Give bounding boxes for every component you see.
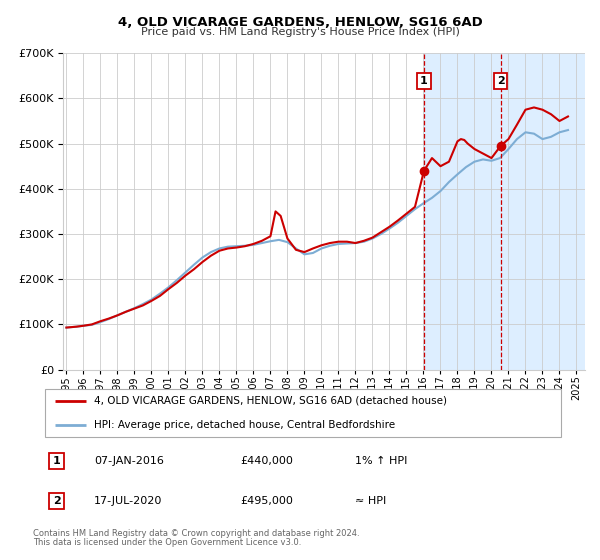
Text: 4, OLD VICARAGE GARDENS, HENLOW, SG16 6AD: 4, OLD VICARAGE GARDENS, HENLOW, SG16 6A… xyxy=(118,16,482,29)
FancyBboxPatch shape xyxy=(44,389,562,437)
Text: 1% ↑ HPI: 1% ↑ HPI xyxy=(355,456,407,466)
Text: This data is licensed under the Open Government Licence v3.0.: This data is licensed under the Open Gov… xyxy=(33,538,301,547)
Text: £495,000: £495,000 xyxy=(241,496,293,506)
Text: ≈ HPI: ≈ HPI xyxy=(355,496,386,506)
Text: 2: 2 xyxy=(497,76,505,86)
Text: 07-JAN-2016: 07-JAN-2016 xyxy=(94,456,164,466)
Text: 4, OLD VICARAGE GARDENS, HENLOW, SG16 6AD (detached house): 4, OLD VICARAGE GARDENS, HENLOW, SG16 6A… xyxy=(94,396,447,406)
Text: Price paid vs. HM Land Registry's House Price Index (HPI): Price paid vs. HM Land Registry's House … xyxy=(140,27,460,37)
Text: 17-JUL-2020: 17-JUL-2020 xyxy=(94,496,163,506)
Text: 2: 2 xyxy=(53,496,61,506)
Text: 1: 1 xyxy=(420,76,428,86)
Text: HPI: Average price, detached house, Central Bedfordshire: HPI: Average price, detached house, Cent… xyxy=(94,420,395,430)
Text: Contains HM Land Registry data © Crown copyright and database right 2024.: Contains HM Land Registry data © Crown c… xyxy=(33,529,359,538)
Text: £440,000: £440,000 xyxy=(241,456,293,466)
Bar xyxy=(424,53,585,370)
Text: 1: 1 xyxy=(53,456,61,466)
